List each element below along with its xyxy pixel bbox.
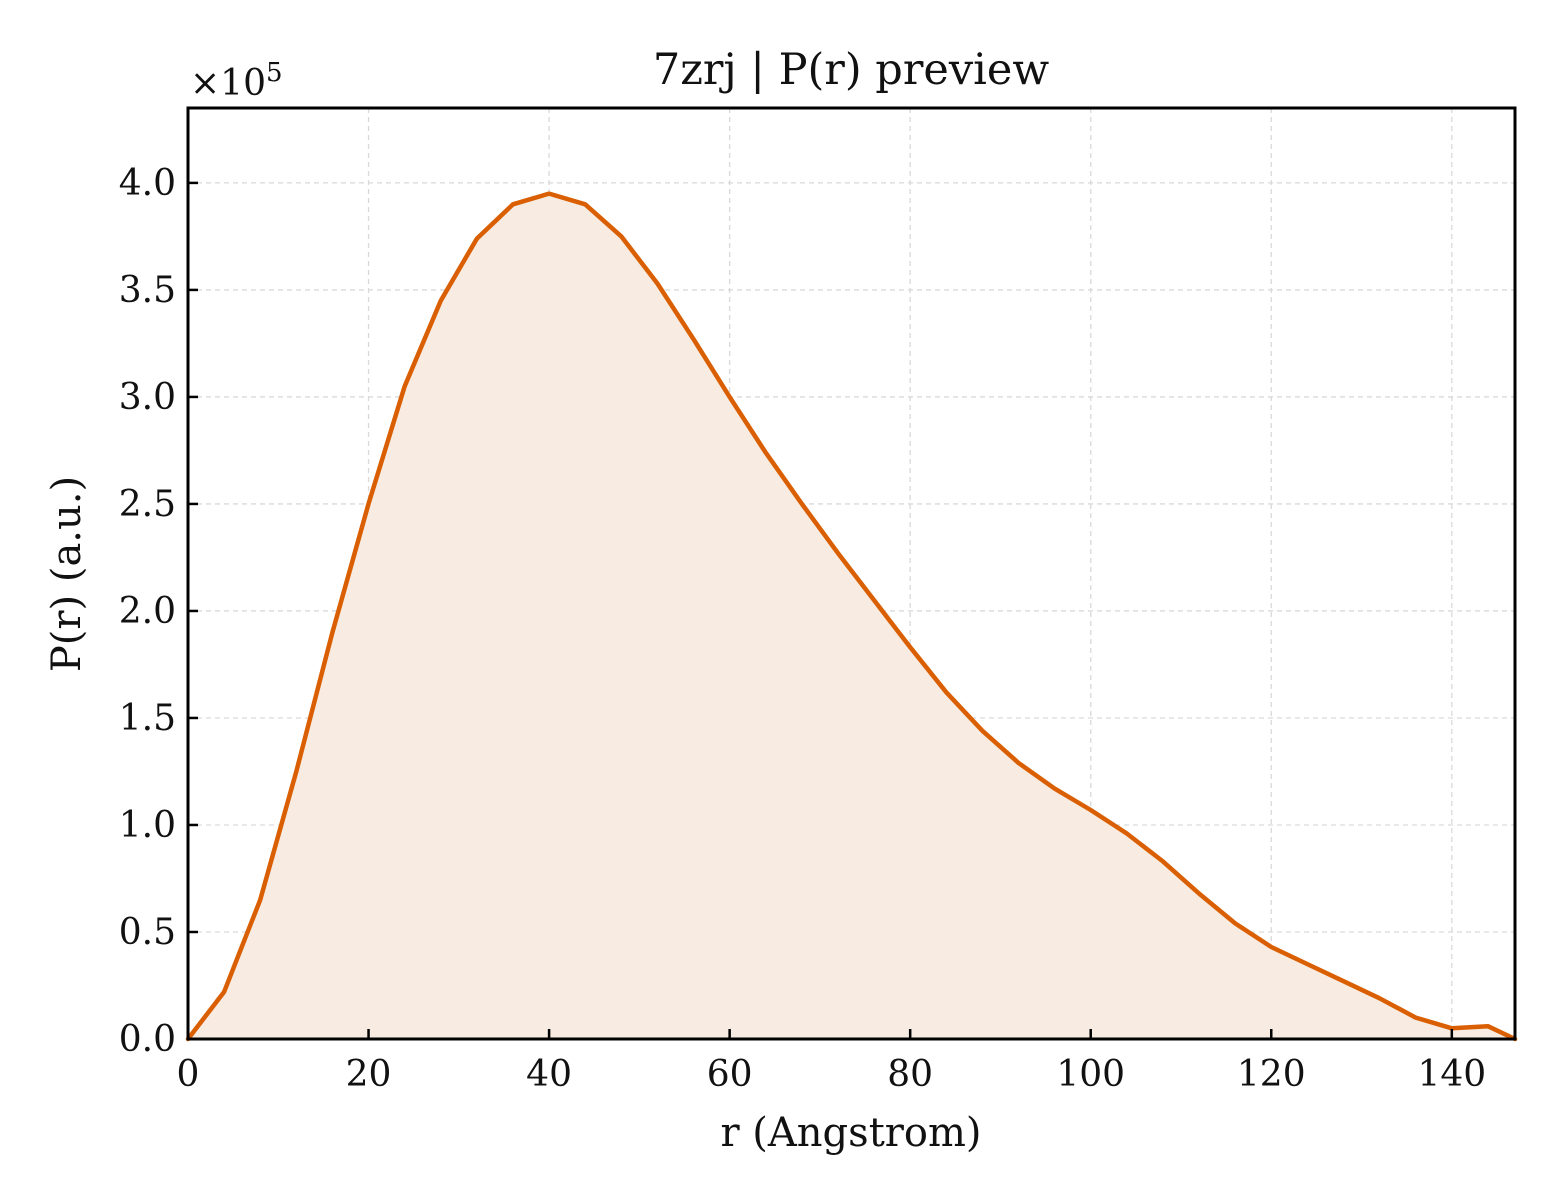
- y-tick-label: 0.0: [119, 1019, 176, 1060]
- y-tick-label: 1.5: [119, 698, 176, 739]
- x-tick-label: 80: [887, 1054, 933, 1095]
- x-tick-label: 40: [526, 1054, 572, 1095]
- y-tick-label: 3.5: [119, 270, 176, 311]
- y-axis-multiplier: ×105: [190, 58, 283, 104]
- y-multiplier-base: ×10: [190, 63, 266, 104]
- x-tick-label: 100: [1056, 1054, 1125, 1095]
- y-tick-label: 4.0: [119, 163, 176, 204]
- y-tick-label: 0.5: [119, 912, 176, 953]
- y-tick-label: 2.5: [119, 484, 176, 525]
- x-tick-label: 0: [177, 1054, 200, 1095]
- pr-area-fill: [188, 193, 1515, 1040]
- y-tick-label: 2.0: [119, 591, 176, 632]
- x-tick-label: 20: [346, 1054, 392, 1095]
- x-tick-label: 120: [1237, 1054, 1306, 1095]
- y-tick-label: 1.0: [119, 805, 176, 846]
- y-axis-title: P(r) (a.u.): [44, 476, 90, 672]
- x-axis-title: r (Angstrom): [720, 1110, 981, 1156]
- chart-title: 7zrj | P(r) preview: [653, 45, 1049, 95]
- y-multiplier-exponent: 5: [266, 58, 283, 88]
- y-tick-label: 3.0: [119, 377, 176, 418]
- x-tick-label: 60: [707, 1054, 753, 1095]
- pr-curve-line: [185, 191, 1518, 1042]
- y-axis-ticks: 0.0 0.5 1.0 1.5 2.0 2.5 3.0 3.5 4.0: [119, 163, 198, 1060]
- plot-frame: [186, 106, 1517, 1041]
- x-axis-ticks: 0 20 40 60 80 100 120 140: [177, 1029, 1486, 1095]
- x-tick-label: 140: [1417, 1054, 1486, 1095]
